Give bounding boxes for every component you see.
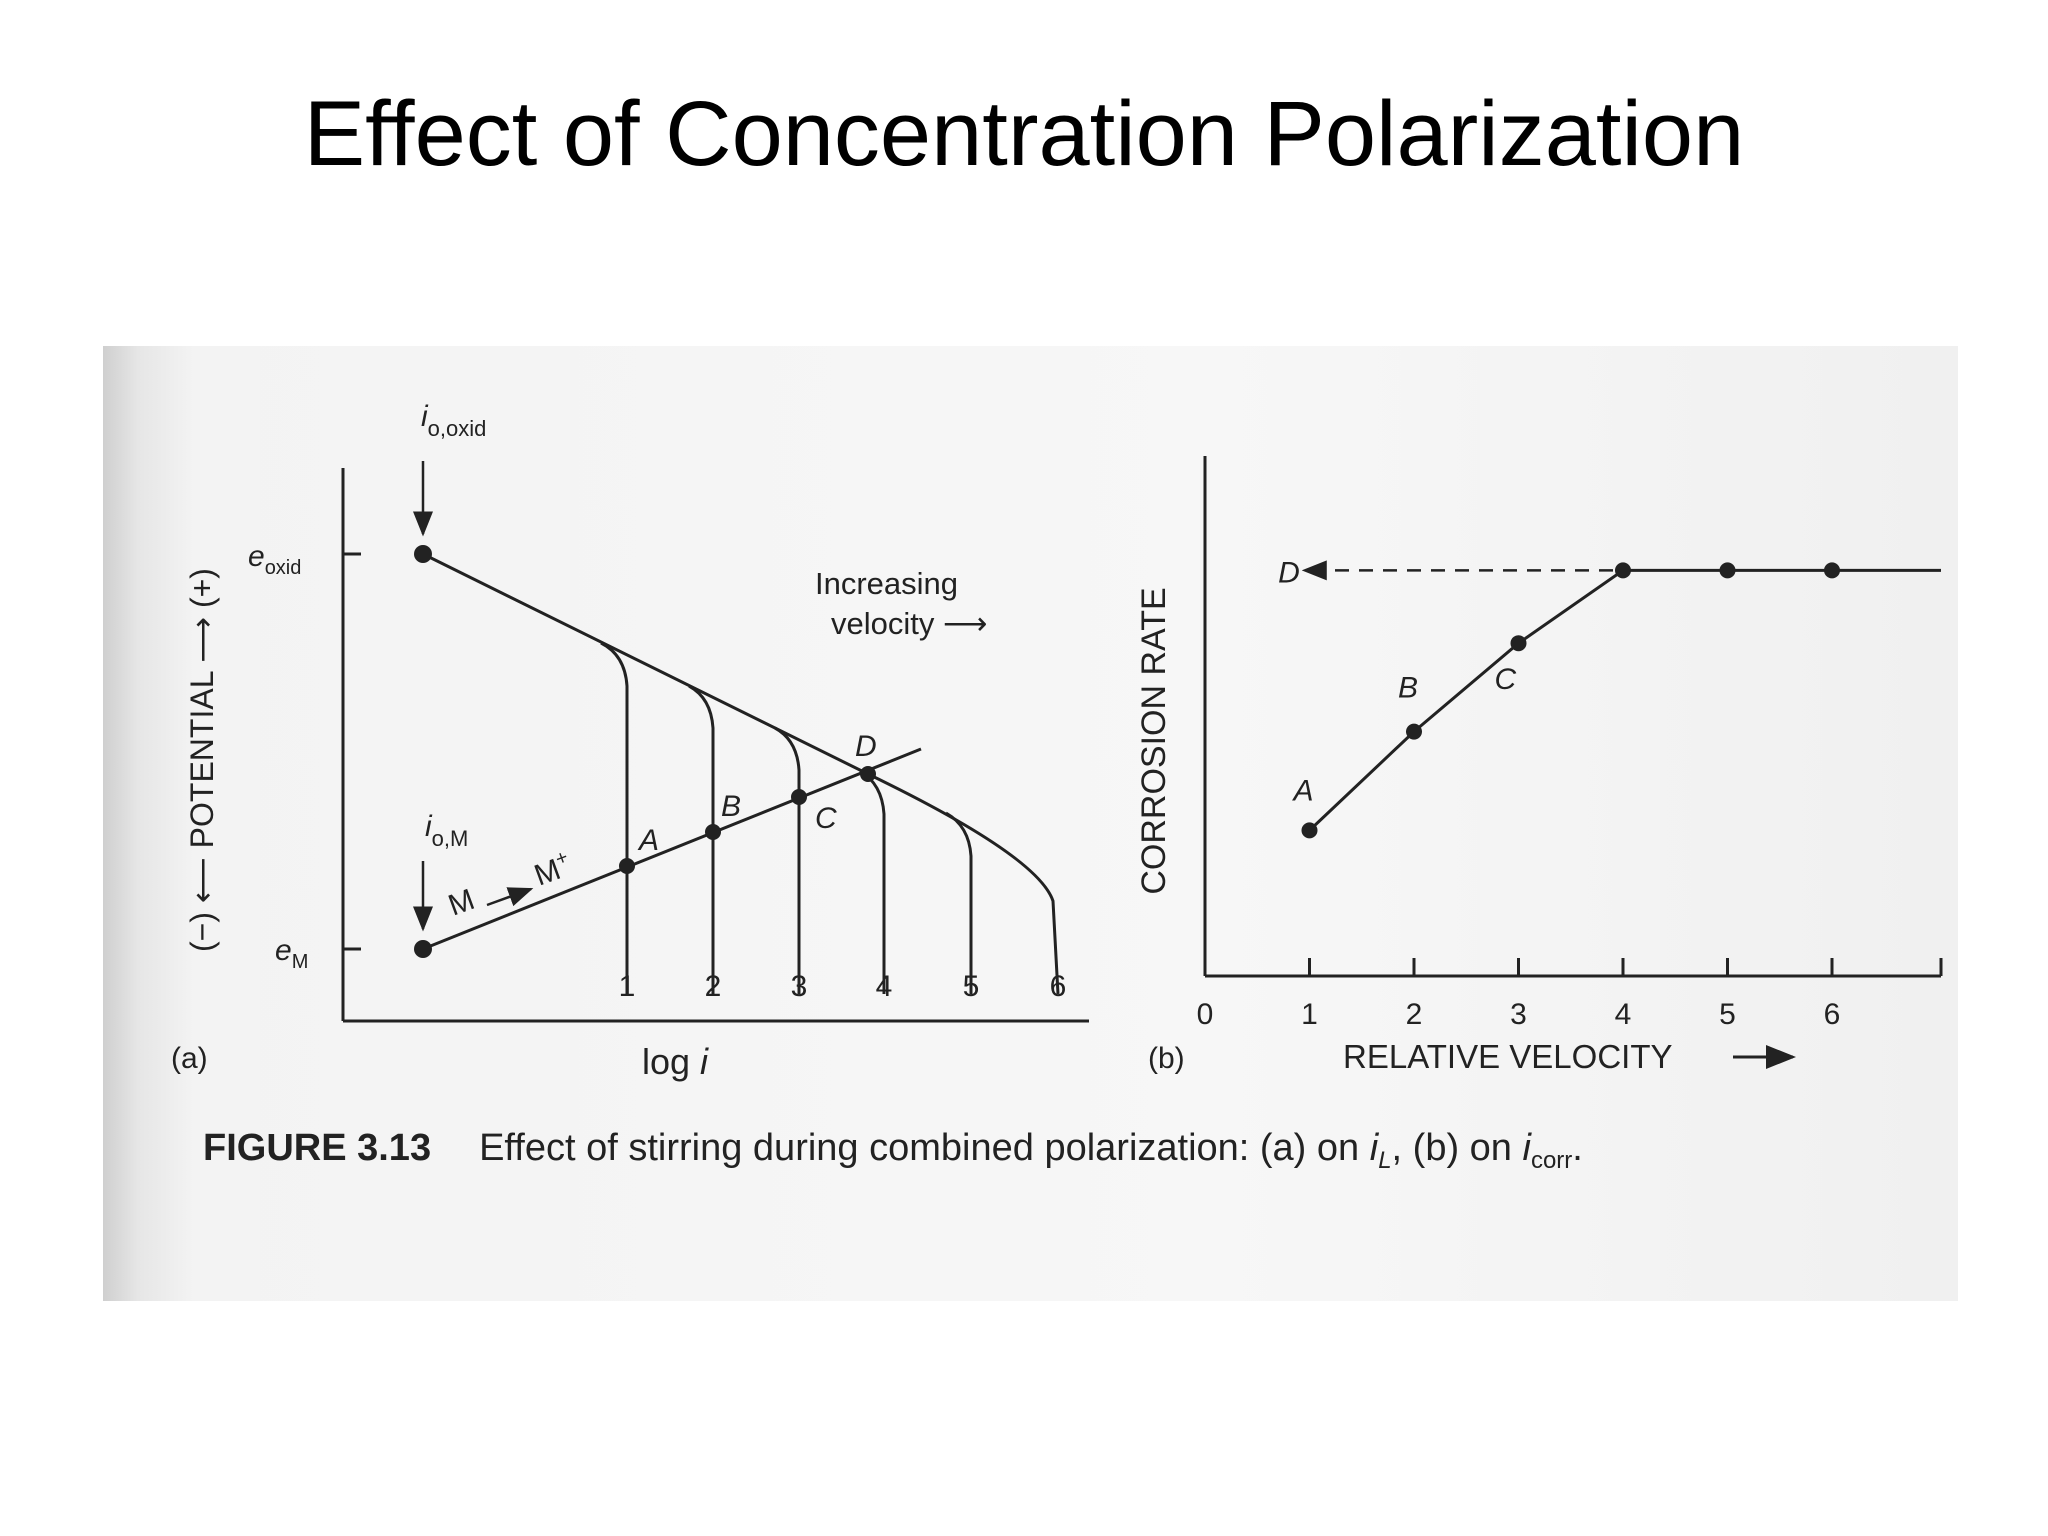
point-d [860,766,876,782]
data-point [1301,822,1318,839]
curve-number-4: 4 [876,970,893,1003]
panel-b-tag: (b) [1148,1042,1185,1075]
figure-svg: (−) ⟵ POTENTIAL ⟶ (+) eoxid eM io,oxid i… [171,400,1943,1174]
label-b: B [721,790,741,823]
data-point [1615,562,1631,579]
velocity-label-line2: velocity ⟶ [831,606,987,641]
limit-curve-2 [688,684,715,994]
label-d: D [855,730,877,763]
eoxid-label: eoxid [248,540,301,579]
reaction-arrow [486,887,534,907]
data-point [1824,562,1840,579]
x-tick-label: 0 [1197,998,1214,1031]
io-m-label: io,M [425,810,468,851]
slide-title: Effect of Concentration Polarization [303,83,1745,185]
curve-number-2: 2 [705,970,722,1003]
curve-number-3: 3 [791,970,808,1003]
curve-number-5: 5 [963,970,980,1003]
x-tick-label: 3 [1510,998,1527,1031]
panel-b-tick-labels: 0 1 2 3 4 5 6 [1197,998,1841,1031]
reaction-to-label: M+ [529,846,576,892]
em-label: eM [275,934,308,973]
panel-b [1203,456,1943,978]
x-tick-label: 4 [1615,998,1632,1031]
x-tick-label: 1 [1301,998,1318,1031]
data-point [1719,562,1736,579]
x-axis-label-b: RELATIVE VELOCITY [1343,1038,1672,1075]
point-label-c: C [1495,663,1517,696]
point-em [414,940,432,958]
scanned-figure: (−) ⟵ POTENTIAL ⟶ (+) eoxid eM io,oxid i… [103,346,1958,1301]
x-tick-label: 6 [1824,998,1841,1031]
limit-curve-3 [774,726,801,994]
label-c: C [815,802,837,835]
x-axis-label-a: log i [642,1041,709,1082]
figure-caption: FIGURE 3.13 Effect of stirring during com… [203,1127,1583,1174]
limit-curve-4 [859,769,886,994]
limit-curve-5 [945,811,973,994]
panel-a-points [414,545,876,958]
limit-curve-1 [600,641,629,994]
panel-b-ticks [1308,958,1943,976]
y-axis-label-a: (−) ⟵ POTENTIAL ⟶ (+) [184,568,220,952]
data-point [1510,635,1527,652]
io-oxid-label: io,oxid [421,400,486,441]
data-point [1406,723,1422,740]
point-a [619,858,635,874]
anodic-line [422,747,922,951]
panel-b-points [1301,562,1840,839]
limit-curve-6 [867,772,1060,995]
panel-a [341,461,1089,1023]
point-label-b: B [1398,672,1418,705]
cathodic-line [422,552,869,776]
x-tick-label: 2 [1406,998,1423,1031]
point-b [705,824,721,840]
label-a: A [637,824,659,857]
point-eoxid [414,545,432,563]
point-label-d: D [1278,556,1300,589]
x-tick-label: 5 [1719,998,1736,1031]
y-axis-label-b: CORROSION RATE [1135,587,1173,894]
panel-a-tag: (a) [171,1042,208,1075]
point-label-a: A [1292,774,1314,807]
curve-number-1: 1 [619,970,636,1003]
reaction-from-label: M [444,883,479,923]
curve-number-6: 6 [1050,970,1067,1003]
point-c [791,789,807,805]
velocity-label-line1: Increasing [815,566,958,601]
